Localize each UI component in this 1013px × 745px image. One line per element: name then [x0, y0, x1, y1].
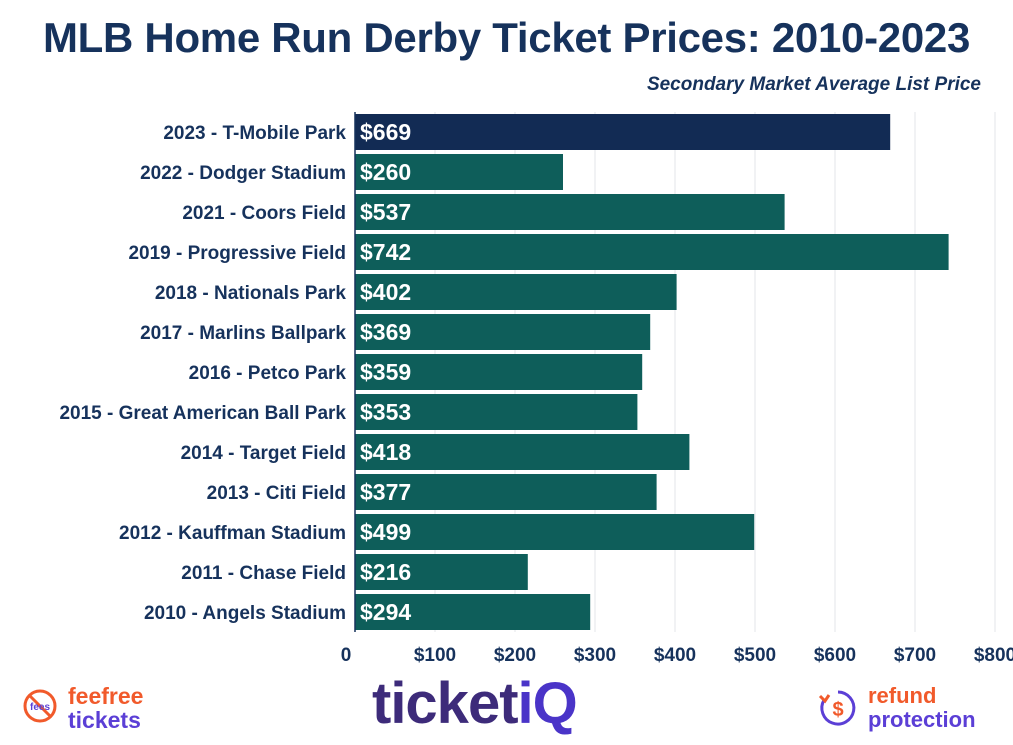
- bar: [355, 434, 690, 470]
- x-tick-label: $500: [734, 645, 776, 666]
- bar-value-label: $402: [360, 279, 411, 305]
- category-label: 2022 - Dodger Stadium: [140, 163, 346, 184]
- bar: [355, 354, 643, 390]
- chart-title: MLB Home Run Derby Ticket Prices: 2010-2…: [42, 14, 971, 61]
- category-label: 2013 - Citi Field: [207, 483, 346, 504]
- ticketiq-logo-main: ticket: [372, 671, 519, 736]
- x-tick-label: $300: [574, 645, 616, 666]
- no-fees-icon-text: fees: [30, 702, 50, 713]
- bar-value-label: $216: [360, 559, 411, 585]
- bar-chart: $669 2023 - T-Mobile Park $260 2022 - Dodge…: [59, 112, 1013, 666]
- category-label: 2012 - Kauffman Stadium: [119, 523, 346, 544]
- bar-value-label: $377: [360, 479, 411, 505]
- logo-text-tickets: tickets: [68, 707, 141, 733]
- category-label: 2010 - Angels Stadium: [144, 603, 346, 624]
- bar: [355, 474, 657, 510]
- bar: [355, 234, 949, 270]
- bar: [355, 154, 563, 190]
- bar-value-label: $369: [360, 319, 411, 345]
- chart-subtitle: Secondary Market Average List Price: [646, 74, 981, 95]
- svg-text:$: $: [832, 699, 843, 721]
- bar-value-label: $260: [360, 159, 411, 185]
- bar-value-label: $418: [360, 439, 411, 465]
- ticketiq-logo: ticketiQ: [372, 670, 578, 737]
- bar: [355, 114, 891, 150]
- category-label: 2011 - Chase Field: [181, 563, 346, 584]
- bar: [355, 594, 591, 630]
- category-label: 2016 - Petco Park: [189, 363, 347, 384]
- bar: [355, 274, 677, 310]
- bar-value-label: $742: [360, 239, 411, 265]
- feefree-tickets-logo: fees feefree tickets: [22, 684, 182, 732]
- category-label: 2021 - Coors Field: [182, 203, 346, 224]
- bar-value-label: $669: [360, 119, 411, 145]
- bar: [355, 194, 785, 230]
- bar: [355, 554, 528, 590]
- x-tick-label: $600: [814, 645, 856, 666]
- bar-value-label: $537: [360, 199, 411, 225]
- bar: [355, 314, 651, 350]
- logo-text-protection: protection: [868, 707, 976, 732]
- bar-value-label: $353: [360, 399, 411, 425]
- x-tick-label: $100: [414, 645, 456, 666]
- x-tick-label: 0: [341, 645, 352, 666]
- category-label: 2018 - Nationals Park: [155, 283, 347, 304]
- x-tick-label: $200: [494, 645, 536, 666]
- ticketiq-logo-accent: iQ: [517, 671, 578, 736]
- x-tick-label: $400: [654, 645, 696, 666]
- category-label: 2023 - T-Mobile Park: [163, 123, 346, 144]
- x-tick-label: $700: [894, 645, 936, 666]
- bar: [355, 514, 755, 550]
- category-label: 2017 - Marlins Ballpark: [140, 323, 346, 344]
- category-label: 2019 - Progressive Field: [128, 243, 346, 264]
- no-fees-icon: fees: [23, 689, 57, 723]
- category-label: 2014 - Target Field: [181, 443, 346, 464]
- category-label: 2015 - Great American Ball Park: [59, 403, 346, 424]
- x-tick-label: $800: [974, 645, 1013, 666]
- bar-value-label: $499: [360, 519, 411, 545]
- bar-value-label: $359: [360, 359, 411, 385]
- dollar-refund-icon: $: [818, 690, 856, 726]
- bar: [355, 394, 638, 430]
- refund-protection-logo: $ refund protection: [818, 684, 1008, 734]
- logo-text-feefree: feefree: [68, 683, 144, 709]
- bar-value-label: $294: [360, 599, 411, 625]
- logo-text-refund: refund: [868, 683, 937, 708]
